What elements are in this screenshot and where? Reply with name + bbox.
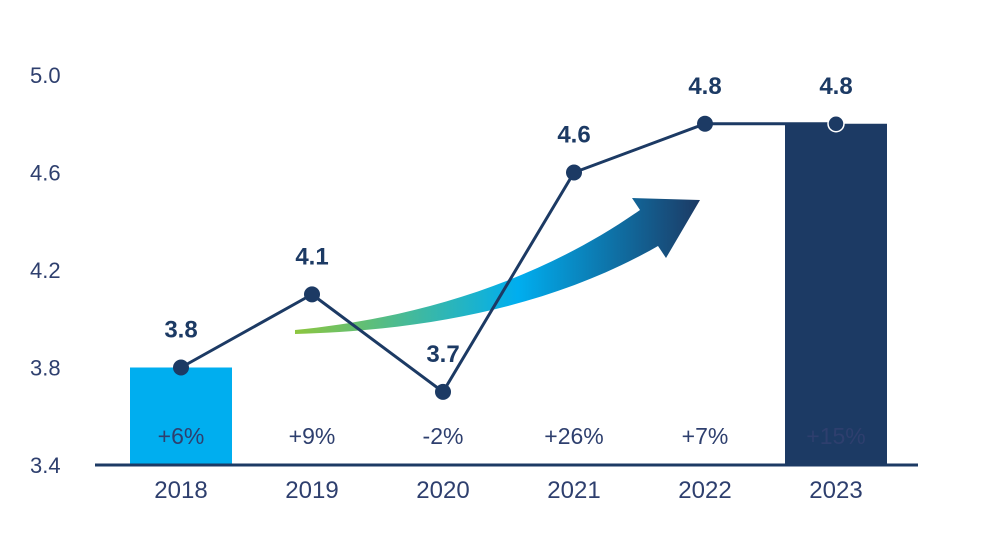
y-tick-label: 5.0	[30, 63, 61, 88]
series-line-group	[173, 115, 845, 400]
x-axis-ticks: 2018 2019 2020 2021 2022 2023	[154, 477, 862, 504]
percent-label: +15%	[806, 423, 865, 449]
trend-arrow	[295, 198, 700, 334]
x-tick-label: 2018	[154, 477, 207, 504]
percent-label: -2%	[423, 423, 464, 449]
value-labels: 3.8 4.1 3.7 4.6 4.8 4.8	[164, 73, 852, 368]
x-tick-label: 2023	[809, 477, 862, 504]
value-label: 4.6	[557, 122, 590, 149]
value-label: 4.8	[688, 73, 721, 100]
bar-2018	[130, 367, 232, 465]
percent-label: +7%	[682, 423, 729, 449]
value-label: 3.8	[164, 317, 197, 344]
x-tick-label: 2022	[678, 477, 731, 504]
value-label: 3.7	[426, 341, 459, 368]
percent-label: +9%	[289, 423, 336, 449]
y-axis-ticks: 3.4 3.8 4.2 4.6 5.0	[30, 63, 61, 478]
value-label: 4.1	[295, 243, 328, 270]
series-line	[180, 122, 836, 394]
data-point	[697, 115, 713, 132]
y-tick-label: 4.6	[30, 161, 61, 186]
x-tick-label: 2020	[416, 477, 469, 504]
percent-label: +26%	[544, 423, 603, 449]
data-point	[304, 286, 320, 303]
data-point	[435, 383, 451, 400]
y-tick-label: 3.4	[30, 453, 61, 478]
data-point	[566, 164, 582, 181]
y-tick-label: 3.8	[30, 356, 61, 381]
data-point	[827, 115, 845, 133]
x-tick-label: 2021	[547, 477, 600, 504]
percent-labels: +6% +9% -2% +26% +7% +15%	[158, 423, 866, 449]
x-tick-label: 2019	[285, 477, 338, 504]
bar-2023	[785, 123, 887, 465]
data-point	[173, 359, 189, 376]
y-tick-label: 4.2	[30, 258, 61, 283]
highlight-bars	[130, 123, 887, 465]
value-label: 4.8	[819, 73, 852, 100]
percent-label: +6%	[158, 423, 205, 449]
